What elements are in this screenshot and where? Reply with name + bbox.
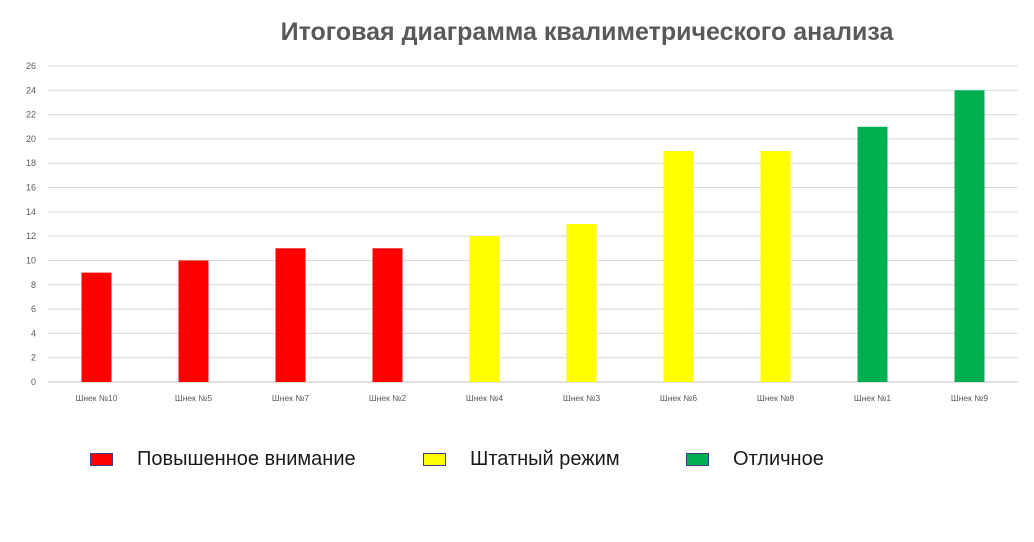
y-tick-label: 0 [31, 377, 36, 387]
x-tick-label: Шнек №10 [76, 393, 118, 403]
legend-label-excellent: Отличное [733, 448, 824, 470]
x-tick-label: Шнек №1 [854, 393, 891, 403]
x-tick-label: Шнек №5 [175, 393, 212, 403]
legend-label-attention: Повышенное внимание [137, 448, 356, 470]
y-tick-label: 10 [26, 255, 36, 265]
y-tick-label: 24 [26, 85, 36, 95]
x-tick-label: Шнек №3 [563, 393, 600, 403]
bar [81, 272, 112, 382]
legend-item-excellent: Отличное [686, 448, 824, 471]
legend-item-attention: Повышенное внимание [90, 448, 356, 471]
legend-label-normal: Штатный режим [470, 448, 620, 470]
y-tick-label: 18 [26, 158, 36, 168]
chart-legend: Повышенное внимание Штатный режим Отличн… [0, 448, 1034, 478]
x-tick-label: Шнек №9 [951, 393, 988, 403]
legend-swatch-red [90, 453, 113, 466]
bar [663, 151, 694, 382]
legend-swatch-yellow [423, 453, 446, 466]
bar [372, 248, 403, 382]
x-tick-label: Шнек №8 [757, 393, 794, 403]
y-tick-label: 8 [31, 280, 36, 290]
bar [857, 126, 888, 383]
x-tick-label: Шнек №6 [660, 393, 697, 403]
bar [954, 90, 985, 383]
y-tick-label: 20 [26, 134, 36, 144]
y-tick-label: 12 [26, 231, 36, 241]
bar [469, 236, 500, 382]
bar [760, 151, 791, 382]
x-tick-label: Шнек №4 [466, 393, 503, 403]
y-tick-label: 4 [31, 328, 36, 338]
bar [178, 260, 209, 382]
bar [275, 248, 306, 382]
y-tick-label: 6 [31, 304, 36, 314]
legend-item-normal: Штатный режим [423, 448, 620, 471]
chart-title: Итоговая диаграмма квалиметрического ана… [280, 18, 894, 46]
y-tick-label: 22 [26, 110, 36, 120]
y-tick-label: 16 [26, 183, 36, 193]
y-tick-label: 26 [26, 61, 36, 71]
legend-swatch-green [686, 453, 709, 466]
y-tick-label: 2 [31, 353, 36, 363]
y-tick-label: 14 [26, 207, 36, 217]
x-tick-label: Шнек №2 [369, 393, 406, 403]
x-tick-label: Шнек №7 [272, 393, 309, 403]
bar [566, 224, 597, 382]
